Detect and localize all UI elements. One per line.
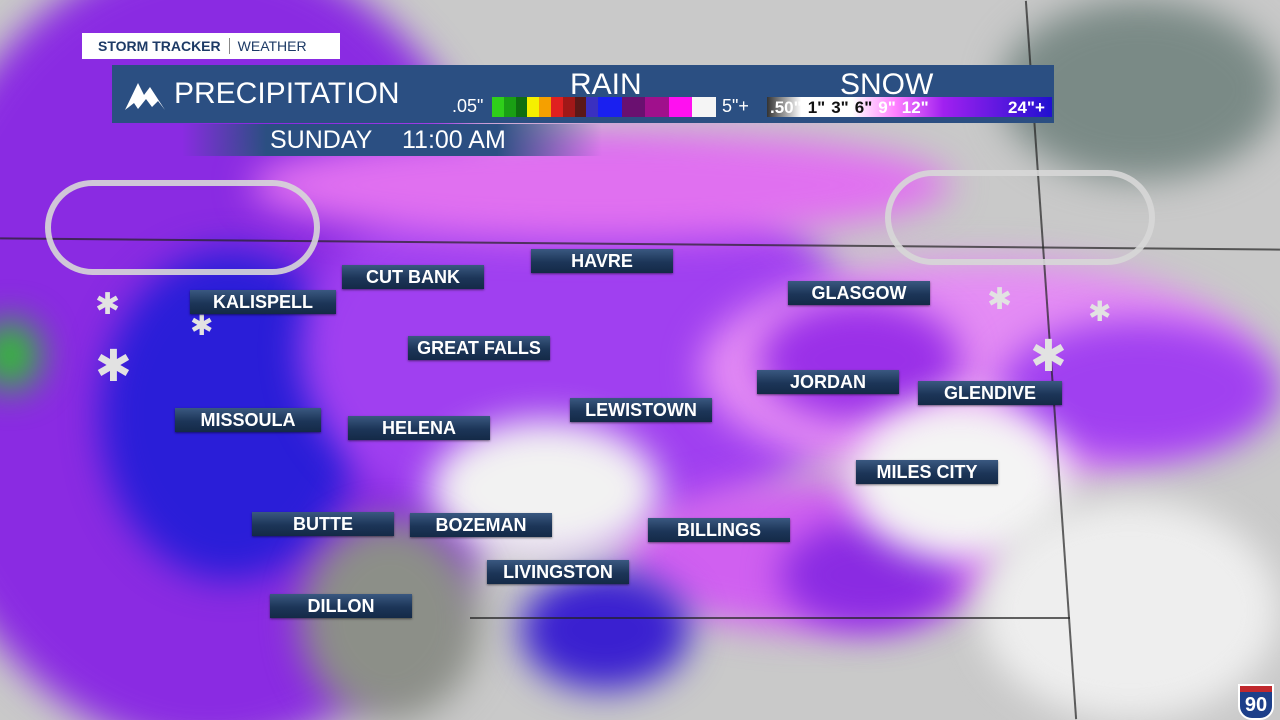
- snowflake-icon: ✱: [95, 288, 121, 321]
- cloud-icon: [45, 180, 320, 275]
- snowflake-icon: ✱: [1088, 296, 1112, 327]
- rain-color-swatch: [492, 97, 504, 117]
- mountain-icon: [125, 83, 165, 110]
- city-label-billings: BILLINGS: [648, 518, 790, 542]
- brand-section: WEATHER: [237, 38, 307, 54]
- city-label-missoula: MISSOULA: [175, 408, 321, 432]
- brand-name: STORM TRACKER: [98, 38, 221, 54]
- interstate-shield-icon: 90: [1238, 684, 1274, 720]
- city-label-glendive: GLENDIVE: [918, 381, 1062, 405]
- city-label-havre: HAVRE: [531, 249, 673, 273]
- brand-bar: STORM TRACKER WEATHER: [82, 33, 340, 59]
- rain-title: RAIN: [570, 68, 642, 101]
- rain-color-swatch: [562, 97, 575, 117]
- rain-min: .05": [452, 96, 484, 116]
- rain-color-swatch: [503, 97, 516, 117]
- snow-title: SNOW: [840, 68, 934, 101]
- snow-tick: 9": [878, 98, 896, 117]
- snowflake-icon: ✱: [190, 310, 214, 341]
- rain-color-swatch: [515, 97, 528, 117]
- forecast-time: SUNDAY 11:00 AM: [182, 124, 602, 156]
- snow-tick: 1": [807, 98, 826, 117]
- rain-color-swatch: [668, 97, 693, 117]
- snow-tick: .50": [770, 98, 802, 117]
- city-label-miles-city: MILES CITY: [856, 460, 998, 484]
- forecast-day: SUNDAY: [270, 126, 373, 154]
- city-label-cut-bank: CUT BANK: [342, 265, 484, 289]
- snowflake-icon: ✱: [95, 342, 132, 391]
- city-label-dillon: DILLON: [270, 594, 412, 618]
- city-label-helena: HELENA: [348, 416, 490, 440]
- city-label-lewistown: LEWISTOWN: [570, 398, 712, 422]
- rain-color-swatch: [692, 97, 717, 117]
- snow-tick: 3": [831, 98, 849, 117]
- legend-title: PRECIPITATION: [174, 77, 400, 110]
- snow-tick: 6": [854, 98, 873, 117]
- snow-ticks: .50" 1" 3" 6" 9" 12": [770, 98, 929, 118]
- cloud-icon: [885, 170, 1155, 265]
- city-label-glasgow: GLASGOW: [788, 281, 930, 305]
- city-label-bozeman: BOZEMAN: [410, 513, 552, 537]
- snow-scale: [767, 97, 1052, 117]
- city-label-great-falls: GREAT FALLS: [408, 336, 550, 360]
- rain-color-swatch: [586, 97, 599, 117]
- city-label-butte: BUTTE: [252, 512, 394, 536]
- snow-tick-max: 24"+: [1008, 98, 1045, 117]
- rain-max: 5"+: [722, 96, 749, 116]
- rain-color-swatch: [574, 97, 587, 117]
- divider: [228, 38, 230, 54]
- snow-tick: 12": [901, 98, 929, 117]
- legend-banner: PRECIPITATION RAIN .05" 5"+ SNOW .50" 1"…: [112, 65, 1054, 123]
- rain-color-swatch: [621, 97, 646, 117]
- forecast-clock: 11:00 AM: [402, 126, 506, 154]
- rain-color-swatch: [550, 97, 563, 117]
- rain-color-swatch: [645, 97, 669, 117]
- rain-color-swatch: [539, 97, 551, 117]
- city-label-livingston: LIVINGSTON: [487, 560, 629, 584]
- rain-color-swatch: [598, 97, 622, 117]
- rain-color-swatch: [527, 97, 540, 117]
- rain-scale: [492, 97, 717, 117]
- city-label-kalispell: KALISPELL: [190, 290, 336, 314]
- snowflake-icon: ✱: [1030, 332, 1067, 381]
- city-label-jordan: JORDAN: [757, 370, 899, 394]
- snowflake-icon: ✱: [987, 283, 1013, 316]
